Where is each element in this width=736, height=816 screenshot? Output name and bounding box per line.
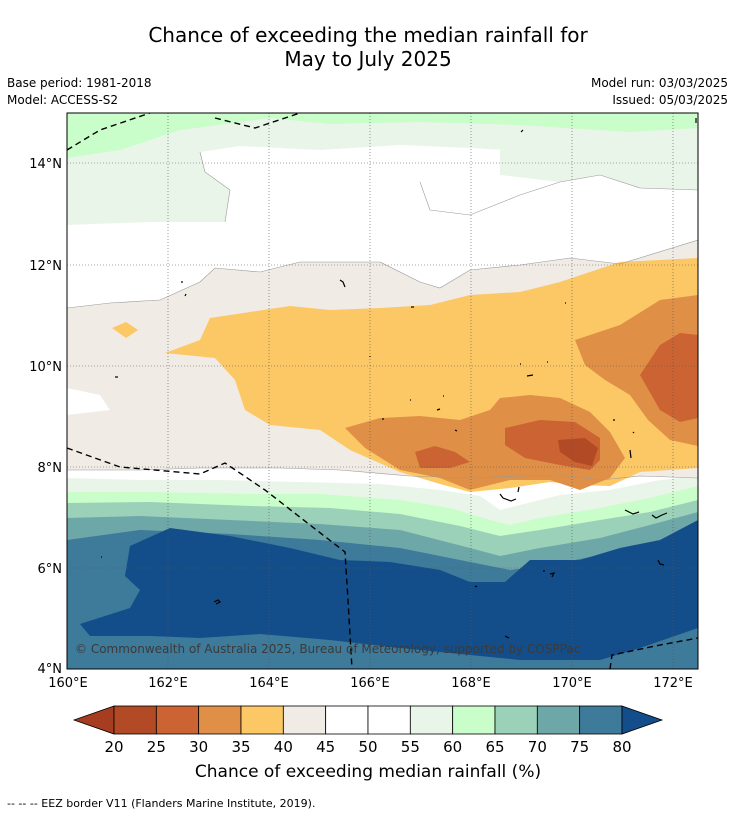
model-name: Model: ACCESS-S2 — [7, 93, 119, 107]
eez-footnote: -- -- -- EEZ border V11 (Flanders Marine… — [7, 797, 316, 810]
colorbar-tick-label: 65 — [485, 738, 504, 756]
longitude-labels: 160°E 162°E 164°E 166°E 168°E 170°E 172°… — [48, 676, 693, 691]
lat-label: 14°N — [29, 157, 62, 172]
colorbar-tick-label: 70 — [528, 738, 547, 756]
lat-label: 4°N — [38, 662, 63, 677]
lat-label: 12°N — [29, 259, 62, 274]
colorbar-tick-label: 30 — [189, 738, 208, 756]
lat-label: 8°N — [38, 461, 63, 476]
lon-label: 160°E — [48, 676, 88, 691]
lon-label: 162°E — [148, 676, 188, 691]
model-run-date: Model run: 03/03/2025 — [590, 76, 728, 90]
colorbar-segment — [409, 705, 454, 735]
colorbar-segment — [494, 705, 538, 735]
colorbar-segment — [367, 705, 411, 735]
colorbar-segment — [325, 705, 369, 735]
colorbar: 20 25 30 35 40 45 50 55 60 65 70 75 80 — [72, 705, 664, 756]
rainfall-probability-field — [67, 113, 698, 669]
colorbar-title: Chance of exceeding median rainfall (%) — [194, 762, 542, 782]
island-outlines — [101, 118, 697, 639]
colorbar-segment — [240, 705, 284, 735]
colorbar-tick-label: 80 — [612, 738, 631, 756]
latitude-labels: 14°N 12°N 10°N 8°N 6°N 4°N — [29, 157, 62, 677]
map-gridlines — [67, 113, 698, 669]
colorbar-tick-label: 55 — [401, 738, 420, 756]
eez-border — [67, 113, 698, 669]
copyright-text: © Commonwealth of Australia 2025, Bureau… — [75, 642, 580, 656]
issued-date: Issued: 05/03/2025 — [612, 93, 728, 107]
lon-label: 166°E — [350, 676, 390, 691]
colorbar-segment — [198, 705, 242, 735]
map-frame — [66, 112, 699, 670]
colorbar-tick-label: 75 — [570, 738, 589, 756]
lat-label: 6°N — [38, 562, 63, 577]
colorbar-segment — [113, 705, 157, 735]
colorbar-tick-label: 50 — [358, 738, 377, 756]
colorbar-segment — [536, 705, 581, 735]
colorbar-tick-label: 40 — [274, 738, 293, 756]
lon-label: 172°E — [653, 676, 693, 691]
colorbar-tick-label: 45 — [316, 738, 335, 756]
colorbar-segment — [579, 705, 623, 735]
map-title-line1: Chance of exceeding the median rainfall … — [148, 23, 588, 47]
colorbar-segment — [282, 705, 327, 735]
lon-label: 168°E — [451, 676, 491, 691]
colorbar-segment — [155, 705, 200, 735]
map-title-line2: May to July 2025 — [284, 47, 452, 71]
colorbar-segment — [452, 705, 496, 735]
colorbar-tick-label: 35 — [231, 738, 250, 756]
lon-label: 170°E — [552, 676, 592, 691]
lon-label: 164°E — [249, 676, 289, 691]
colorbar-tick-label: 20 — [104, 738, 123, 756]
base-period: Base period: 1981-2018 — [7, 76, 152, 90]
colorbar-tick-label: 25 — [147, 738, 166, 756]
colorbar-extend-low — [72, 705, 115, 735]
lat-label: 10°N — [29, 360, 62, 375]
colorbar-extend-high — [621, 705, 664, 735]
colorbar-tick-label: 60 — [443, 738, 462, 756]
